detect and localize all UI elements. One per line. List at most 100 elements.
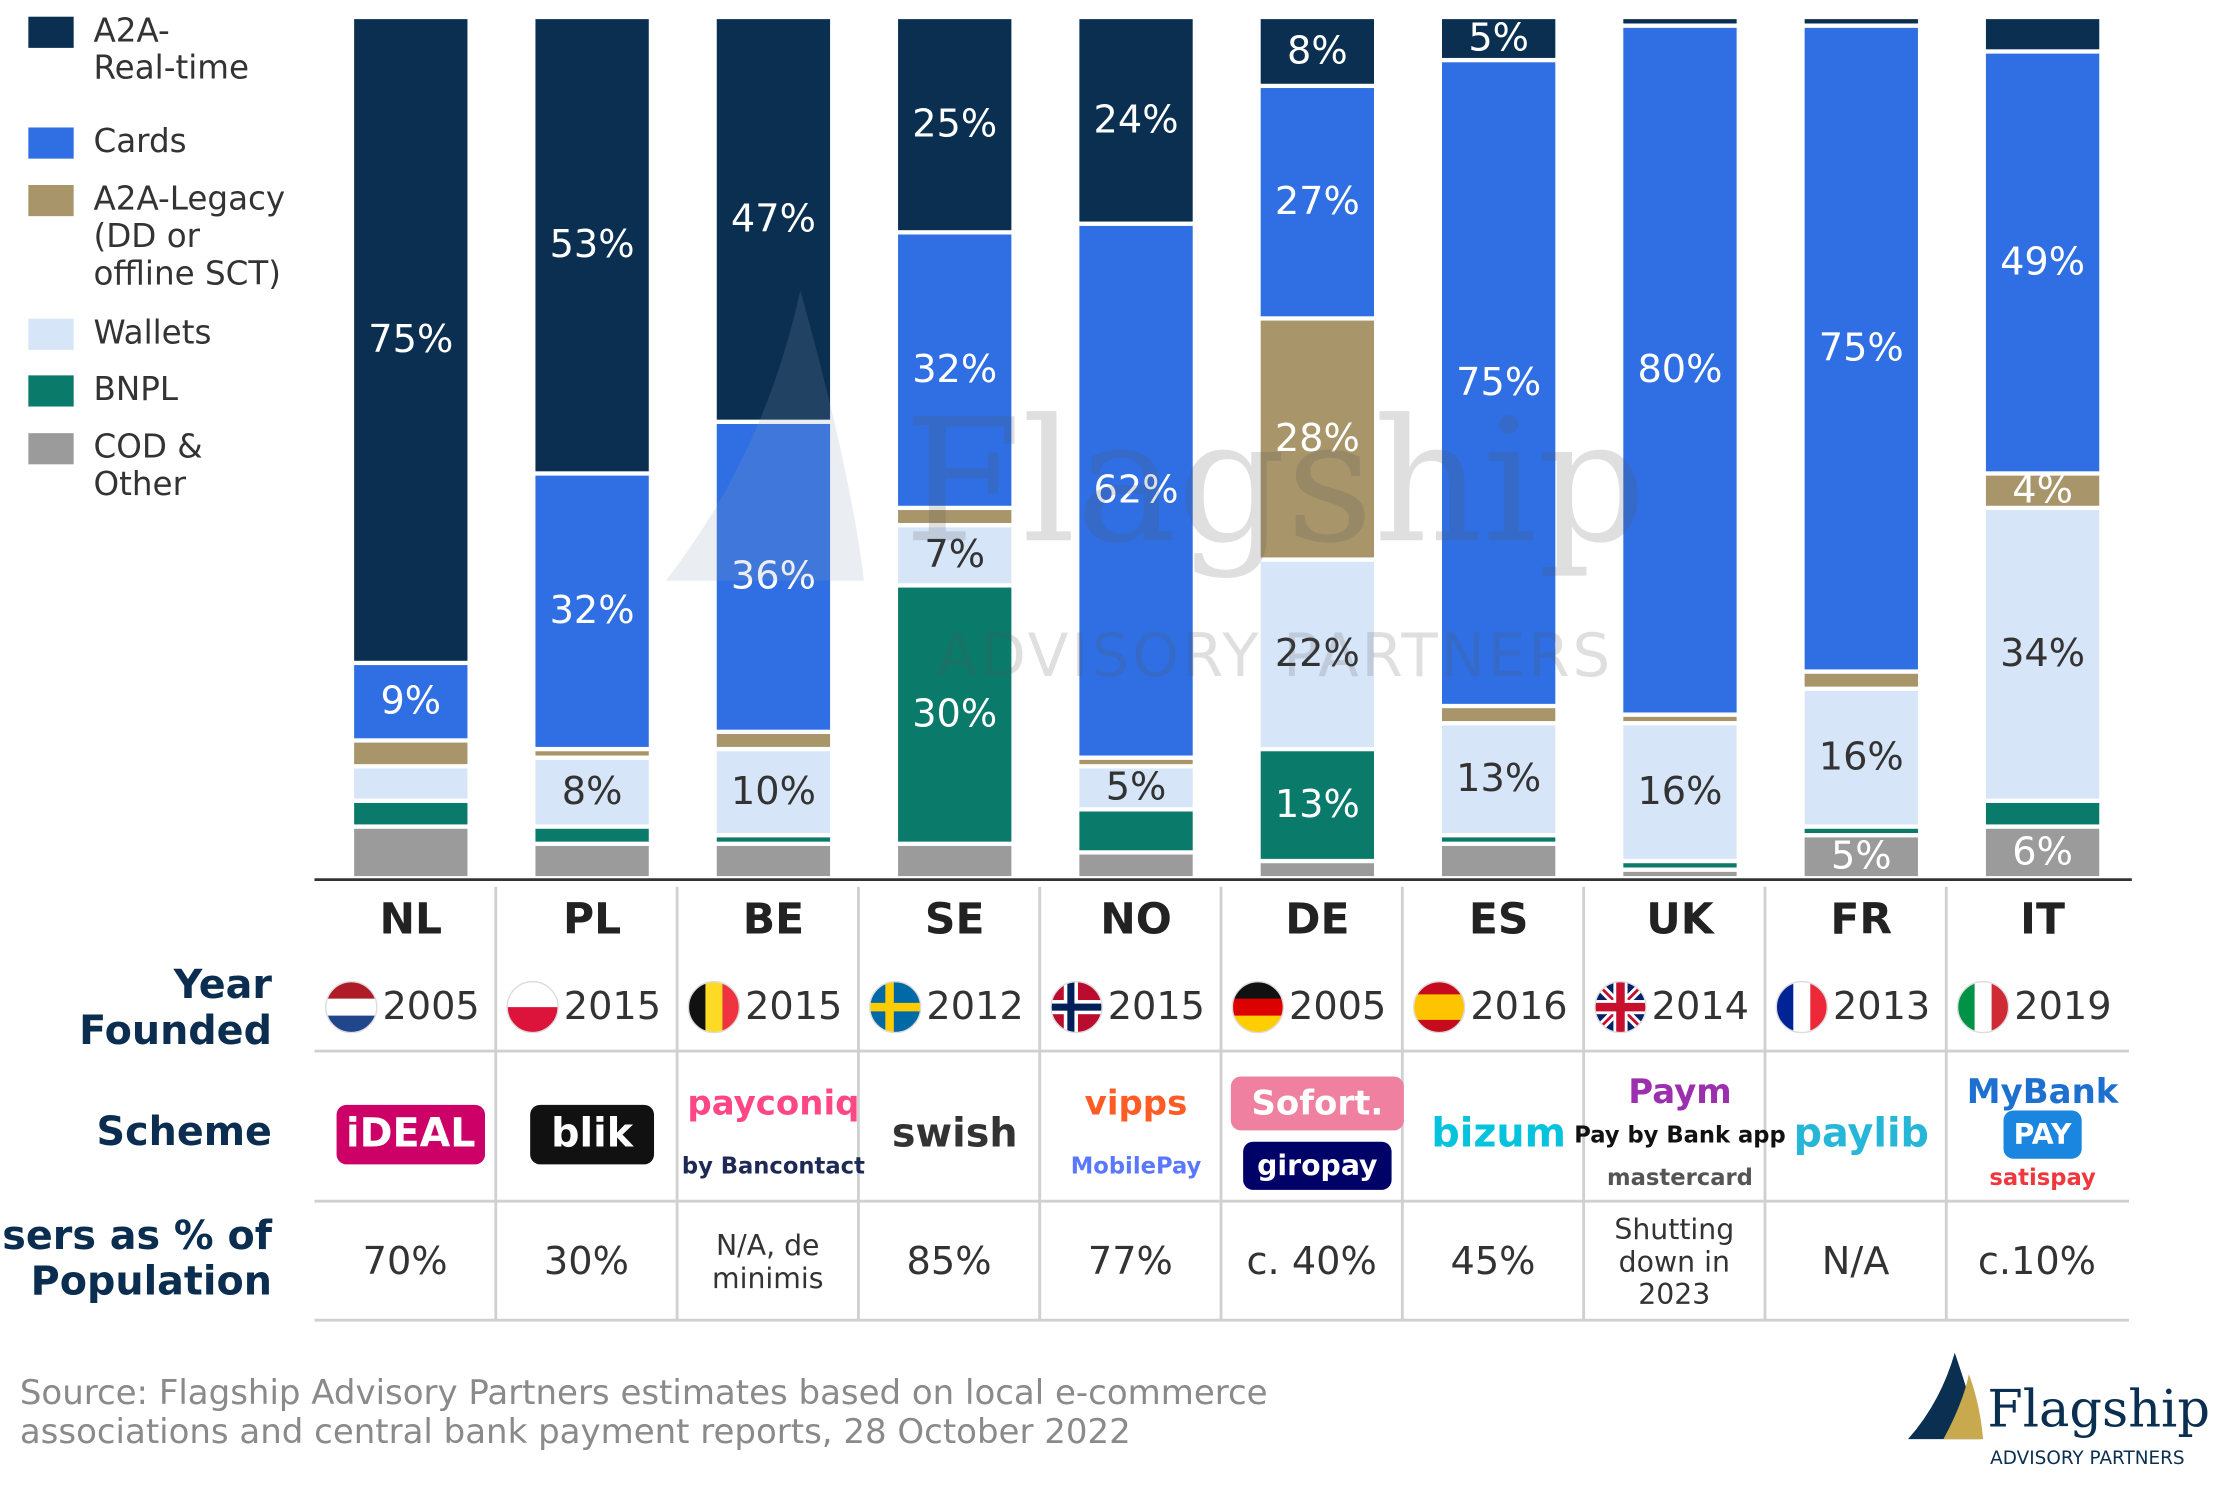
data-label: 5% [1468,16,1529,60]
data-label: 53% [550,223,635,267]
flag-ring [506,980,559,1034]
bar-segment [1800,23,1923,674]
bar-segment [349,798,472,829]
bar-segment [1800,833,1923,881]
legend-label: A2A-Legacy (DD or offline SCT) [93,180,285,293]
flag-part [1232,981,1284,1000]
bar-segment [1981,798,2104,829]
watermark-subtitle: ADVISORY PARTNERS [937,622,1613,691]
legend-label: Wallets [93,313,211,351]
scheme-badge [336,1104,486,1165]
data-label: 24% [1094,98,1179,142]
scheme-logo: Sofort. [1251,1083,1383,1123]
logo-sail-gold [1943,1373,1984,1440]
bar-segment [1981,505,2104,803]
data-label: 5% [1106,766,1167,810]
bar-segment [1256,858,1379,881]
scheme-logo: by Bancontact [682,1154,865,1180]
bar-segment [893,230,1016,511]
bars: 9% 75% 8% 32% 53% 10% 36% 47% 30% 7% 32% 25% 5% 62% 24… [349,14,2104,881]
watermark: Flagship ADVISORY PARTNERS [665,290,1646,691]
data-label: 13% [1456,757,1541,801]
bar-segment [531,824,654,846]
flag-part [688,981,707,1033]
row-label: Users as % of Population [0,1212,273,1304]
flag-part [1051,1003,1103,1011]
data-label: 36% [731,555,816,599]
bar-segment [1619,14,1741,28]
bar-segment [531,841,654,881]
bar-segment [349,14,472,666]
data-label: 22% [1275,632,1360,676]
bar-segment [712,419,835,734]
x-tick-label: BE [743,896,804,945]
scheme-logo: mastercard [1607,1165,1753,1191]
data-label: 16% [1819,736,1904,780]
flag-part [1957,981,1976,1033]
scheme-logo: satispay [1989,1165,2096,1191]
bar-segment [1437,57,1560,709]
data-label: 8% [562,770,623,814]
legend-swatch [28,127,74,159]
data-label: 30% [912,693,997,737]
users-share: Shutting down in 2023 [1614,1213,1734,1311]
bar-segment [712,841,835,881]
bar-segment [531,14,654,476]
flag-part [1974,981,1993,1033]
flag [1232,981,1284,1033]
bar-segment [1437,703,1560,726]
data-label: 25% [912,103,997,147]
scheme-logo: vipps [1085,1083,1188,1123]
data-label: 5% [1831,835,1892,879]
flag [869,981,921,1033]
flag [1413,981,1465,1033]
bar-segment [1800,669,1923,691]
scheme-badge [1230,1076,1404,1131]
flag-part [1810,981,1828,1033]
bar-segment [1256,316,1379,562]
year: 2019 [2014,985,2111,1029]
data-label: 28% [1275,417,1360,461]
data-label: 9% [380,680,441,724]
bar-segment [349,738,472,769]
year: 2015 [564,985,661,1029]
flag-ring [687,980,741,1034]
legend-swatch [28,375,74,407]
bar-segment [1075,221,1197,760]
watermark-sail [665,290,865,581]
users-share: N/A [1822,1240,1890,1284]
scheme-logo: Pay by Bank app [1574,1123,1785,1149]
data-label: 8% [1287,29,1348,73]
logo: Flagship ADVISORY PARTNERS [1908,1352,2210,1469]
row-label: Scheme [97,1109,272,1155]
flag-ring [1594,980,1647,1034]
flag [1957,981,2009,1033]
bar-segment [349,764,472,803]
flag-part [1067,981,1075,1033]
users-share: 85% [907,1240,992,1284]
bar-segment [1981,14,2104,54]
legend: A2A-Real-time Cards A2A-Legacy (DD or offlin… [28,11,285,503]
flag-ring [1231,980,1285,1034]
data-label: 49% [2000,240,2085,284]
scheme-logo: Paym [1628,1072,1731,1112]
data-label: 75% [368,318,453,362]
year: 2013 [1833,985,1930,1029]
flag-part [325,1015,377,1033]
bar-segment [893,14,1016,235]
data-label: 75% [1819,326,1904,370]
scheme-badge [1243,1141,1392,1190]
bar-segment [1075,850,1197,881]
data-label: 7% [924,533,985,577]
legend-swatch [28,184,74,217]
flag-ring [1775,980,1828,1034]
logo-subtitle: ADVISORY PARTNERS [1990,1448,2184,1469]
logo-title: Flagship [1987,1381,2210,1440]
flag-ring [869,980,922,1034]
x-tick-label: ES [1469,896,1529,945]
year: 2005 [382,985,479,1029]
flag-part [705,981,724,1033]
flag-part [1232,1015,1284,1033]
bar-segment [1256,14,1379,89]
flag-part [1776,981,1794,1033]
